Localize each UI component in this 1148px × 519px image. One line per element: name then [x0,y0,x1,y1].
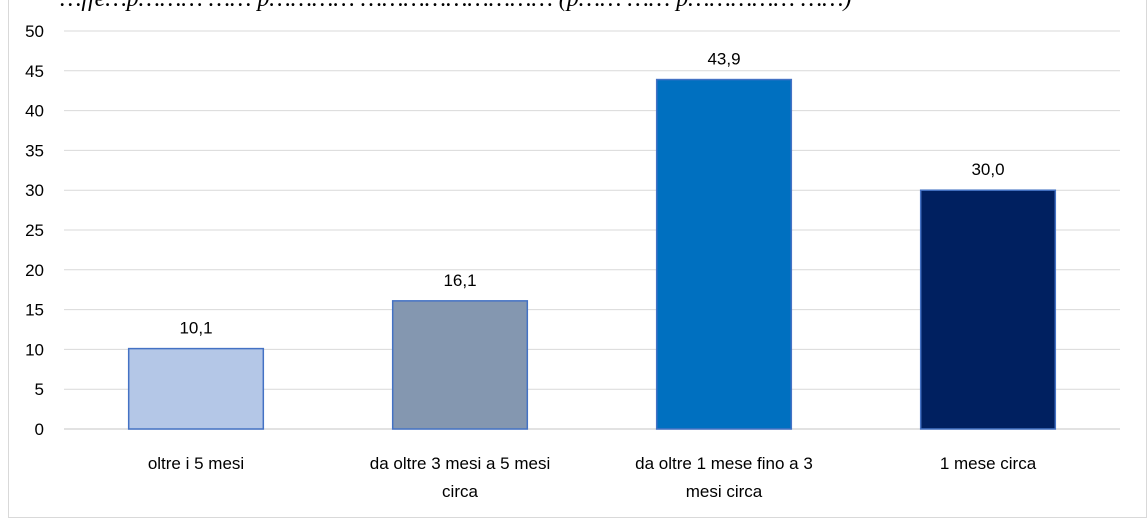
x-category-label: oltre i 5 mesi [148,454,244,473]
x-category-label: da oltre 1 mese fino a 3 [635,454,813,473]
y-tick-label: 5 [35,380,44,399]
y-tick-label: 45 [25,62,44,81]
bar [655,78,793,430]
data-label: 43,9 [707,50,740,69]
bar [391,300,529,430]
x-category-label: mesi circa [686,482,763,501]
y-tick-label: 15 [25,301,44,320]
chart-caption: …ffe…p……… …… p………… ……………………… (p…… …… p……… [60,0,1148,26]
x-category-label: da oltre 3 mesi a 5 mesi [370,454,550,473]
y-tick-label: 30 [25,181,44,200]
data-label: 16,1 [443,271,476,290]
data-label: 30,0 [971,160,1004,179]
y-tick-label: 40 [25,102,44,121]
y-tick-label: 25 [25,221,44,240]
y-tick-label: 35 [25,141,44,160]
y-tick-label: 20 [25,261,44,280]
bar [127,347,265,430]
y-tick-label: 10 [25,340,44,359]
y-tick-label: 0 [35,420,44,439]
bar [919,189,1057,430]
x-category-label: 1 mese circa [940,454,1037,473]
data-label: 10,1 [179,319,212,338]
x-category-label: circa [442,482,478,501]
y-tick-label: 50 [25,22,44,41]
